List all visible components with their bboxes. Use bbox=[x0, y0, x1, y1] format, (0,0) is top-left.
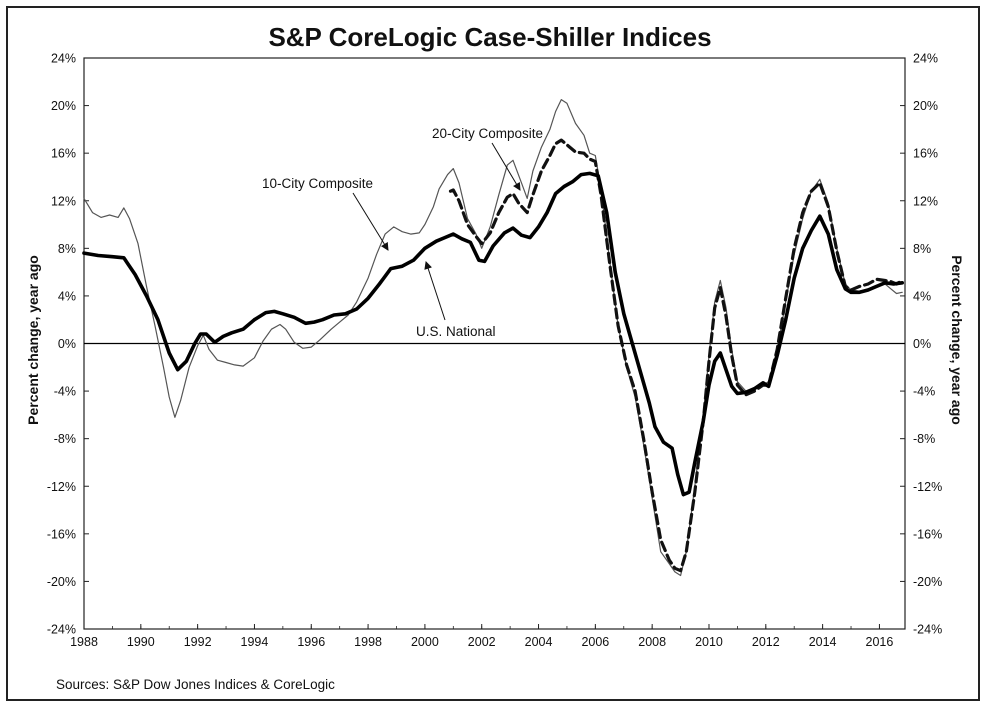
y-tick-label-right: 16% bbox=[913, 147, 938, 161]
series-line-u-s-national bbox=[82, 171, 904, 497]
y-tick-label-left: 24% bbox=[51, 52, 76, 66]
y-axis-right: 24% 20% 16% 12% 8% 4% 0% -4% -8% -12% -16% -20% -24% bbox=[900, 52, 942, 637]
y-tick-label-right: 12% bbox=[913, 194, 938, 208]
y-tick-label-right: -20% bbox=[913, 575, 942, 589]
y-tick-label-left: -20% bbox=[47, 575, 76, 589]
x-tick-label: 2006 bbox=[581, 635, 609, 649]
y-tick-label-left: 0% bbox=[58, 337, 76, 351]
y-tick-label-right: -8% bbox=[913, 432, 935, 446]
x-tick-label: 1998 bbox=[354, 635, 382, 649]
annotations: 20-City Composite 10-City Composite U.S. N… bbox=[262, 126, 543, 339]
x-tick-label: 2014 bbox=[809, 635, 837, 649]
y-axis-label-left: Percent change, year ago bbox=[25, 255, 41, 425]
chart-title: S&P CoreLogic Case-Shiller Indices bbox=[268, 22, 711, 52]
annotation-arrow bbox=[424, 261, 446, 321]
y-tick-label-left: -16% bbox=[47, 527, 76, 541]
source-note: Sources: S&P Dow Jones Indices & CoreLog… bbox=[56, 677, 335, 692]
x-tick-label: 1992 bbox=[184, 635, 212, 649]
y-tick-label-right: 24% bbox=[913, 52, 938, 66]
x-tick-label: 1994 bbox=[241, 635, 269, 649]
x-axis: 1988 1990 1992 1994 1996 1998 2000 2002 2004 2006… bbox=[70, 624, 893, 649]
y-tick-label-left: 8% bbox=[58, 242, 76, 256]
annotation-arrow bbox=[491, 142, 521, 191]
y-tick-label-left: 4% bbox=[58, 289, 76, 303]
y-axis-left: 24% 20% 16% 12% 8% 4% 0% -4% -8% -12% -16% -20% -24% bbox=[47, 52, 89, 637]
x-tick-label: 2004 bbox=[525, 635, 553, 649]
annotation-label: 20-City Composite bbox=[432, 126, 543, 141]
y-tick-label-right: 4% bbox=[913, 289, 931, 303]
y-tick-label-left: -4% bbox=[54, 385, 76, 399]
x-tick-label: 2002 bbox=[468, 635, 496, 649]
y-tick-label-left: -24% bbox=[47, 623, 76, 637]
x-tick-label: 1996 bbox=[297, 635, 325, 649]
x-tick-label: 2000 bbox=[411, 635, 439, 649]
annotation-label: U.S. National bbox=[416, 324, 496, 339]
x-tick-label: 1990 bbox=[127, 635, 155, 649]
y-tick-label-right: 8% bbox=[913, 242, 931, 256]
annotation-label: 10-City Composite bbox=[262, 176, 373, 191]
y-tick-label-left: 16% bbox=[51, 147, 76, 161]
x-tick-label: 2016 bbox=[866, 635, 894, 649]
y-tick-label-left: 20% bbox=[51, 99, 76, 113]
series-line-20-city-composite bbox=[448, 138, 904, 573]
y-axis-label-right: Percent change, year ago bbox=[949, 255, 965, 425]
y-tick-label-right: -12% bbox=[913, 480, 942, 494]
annotation-arrow bbox=[352, 192, 389, 251]
y-tick-label-right: -24% bbox=[913, 623, 942, 637]
y-tick-label-left: 12% bbox=[51, 194, 76, 208]
y-tick-label-left: -8% bbox=[54, 432, 76, 446]
y-tick-label-right: 0% bbox=[913, 337, 931, 351]
x-tick-label: 1988 bbox=[70, 635, 98, 649]
y-tick-label-right: 20% bbox=[913, 99, 938, 113]
x-tick-label: 2010 bbox=[695, 635, 723, 649]
series-group bbox=[82, 99, 904, 577]
y-tick-label-right: -16% bbox=[913, 527, 942, 541]
x-tick-label: 2012 bbox=[752, 635, 780, 649]
y-tick-label-left: -12% bbox=[47, 480, 76, 494]
x-tick-label: 2008 bbox=[638, 635, 666, 649]
y-tick-label-right: -4% bbox=[913, 385, 935, 399]
